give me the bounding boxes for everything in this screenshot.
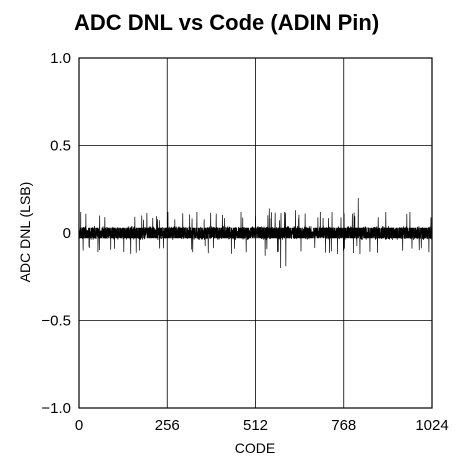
y-tick-label: −0.5 xyxy=(41,313,71,330)
y-axis-ticks: −1.0 −0.5 0 0.5 1.0 xyxy=(41,50,71,417)
y-tick-label: −1.0 xyxy=(41,400,71,417)
plot-frame xyxy=(78,57,433,409)
x-axis-label: CODE xyxy=(235,440,275,456)
x-tick-label: 256 xyxy=(155,417,180,434)
x-tick-label: 512 xyxy=(243,417,268,434)
x-axis-ticks: 0 256 512 768 1024 xyxy=(75,417,449,434)
chart-title: ADC DNL vs Code (ADIN Pin) xyxy=(74,10,379,35)
y-tick-label: 0.5 xyxy=(50,138,71,155)
y-axis-label: ADC DNL (LSB) xyxy=(17,182,33,283)
series-line xyxy=(78,197,433,269)
x-tick-label: 0 xyxy=(75,417,83,434)
x-tick-label: 768 xyxy=(331,417,356,434)
series-dnl xyxy=(78,197,433,269)
y-tick-label: 1.0 xyxy=(50,50,71,67)
y-tick-label: 0 xyxy=(63,225,71,242)
x-tick-label: 1024 xyxy=(415,417,448,434)
